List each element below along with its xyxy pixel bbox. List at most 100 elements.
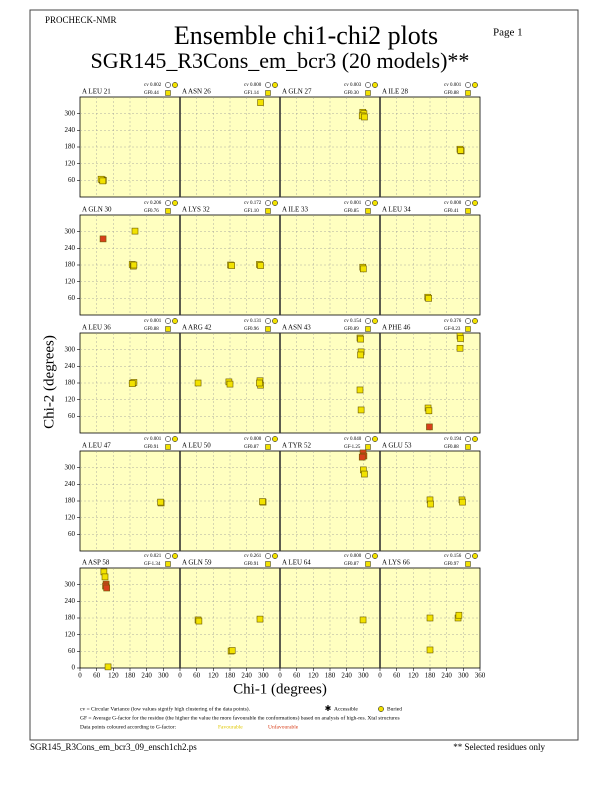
y-tick-label: 60 — [68, 530, 76, 538]
cv-value: 0.154 — [350, 319, 362, 324]
gf-icon — [365, 444, 371, 450]
gf-label: GF — [244, 91, 251, 96]
cv-value: 0.002 — [150, 83, 162, 88]
gf-icon — [465, 90, 471, 96]
data-point — [256, 379, 263, 387]
x-tick-label: 300 — [458, 672, 469, 680]
gf-value: 0.91 — [250, 562, 259, 567]
accessible-label: Accessible — [334, 706, 358, 712]
residue-label: A LEU 21 — [82, 88, 111, 96]
gf-label: GF — [144, 327, 151, 332]
x-tick-label: 0 — [78, 672, 82, 680]
x-tick-label: 60 — [93, 672, 101, 680]
accessible-icon: ✱ — [325, 704, 332, 713]
gf-label: GF — [244, 209, 251, 214]
y-tick-label: 300 — [65, 463, 76, 471]
cv-icon — [265, 553, 271, 559]
residue-label: A LEU 34 — [382, 206, 411, 214]
gf-value: 0.96 — [250, 327, 259, 332]
data-point — [228, 647, 236, 654]
gf-value: 0.41 — [450, 209, 459, 214]
gf-label: GF — [144, 562, 151, 567]
gf-label: GF — [444, 445, 451, 450]
gf-label: GF — [444, 91, 451, 96]
residue-label: A ASP 58 — [82, 559, 110, 567]
y-tick-label: 180 — [65, 614, 76, 622]
y-tick-label: 300 — [65, 227, 76, 235]
gf-icon — [465, 561, 471, 567]
residue-label: A ARG 42 — [182, 324, 212, 332]
footer-file: SGR145_R3Cons_em_bcr3_09_ensch1ch2.ps — [30, 742, 197, 752]
gf-icon — [265, 208, 271, 214]
gf-value: 0.87 — [250, 445, 259, 450]
buried-icon — [372, 200, 378, 206]
buried-icon — [272, 436, 278, 442]
cv-value: 0.000 — [250, 83, 262, 88]
y-tick-label: 180 — [65, 261, 76, 269]
y-tick-label: 240 — [65, 126, 76, 134]
x-tick-label: 240 — [241, 672, 252, 680]
cv-value: 0.206 — [150, 201, 162, 206]
gf-icon — [465, 208, 471, 214]
y-tick-label: 120 — [65, 159, 76, 167]
gf-label: GF — [244, 327, 251, 332]
y-tick-label: 300 — [65, 580, 76, 588]
x-tick-label: 360 — [475, 672, 486, 680]
y-tick-label: 180 — [65, 497, 76, 505]
gf-label: GF — [344, 445, 351, 450]
y-tick-label: 300 — [65, 345, 76, 353]
x-tick-label: 60 — [293, 672, 301, 680]
buried-icon — [172, 553, 178, 559]
gf-value: -1.34 — [150, 562, 161, 567]
x-tick-label: 120 — [408, 672, 419, 680]
y-tick-label: 120 — [65, 513, 76, 521]
buried-icon — [272, 82, 278, 88]
cv-icon — [265, 436, 271, 442]
buried-icon — [372, 318, 378, 324]
data-point — [426, 646, 434, 654]
x-tick-label: 240 — [441, 672, 452, 680]
cv-icon — [465, 553, 471, 559]
x-tick-label: 0 — [278, 672, 282, 680]
unfavourable-label: Unfavourable — [268, 723, 299, 730]
gf-icon — [165, 444, 171, 450]
buried-icon — [172, 318, 178, 324]
gf-icon — [265, 444, 271, 450]
data-point — [259, 498, 266, 505]
x-tick-label: 0 — [378, 672, 382, 680]
y-tick-label: 120 — [65, 277, 76, 285]
program-name: PROCHECK-NMR — [45, 15, 117, 25]
y-tick-label: 60 — [68, 412, 76, 420]
buried-icon — [372, 82, 378, 88]
data-point — [131, 227, 139, 235]
x-tick-label: 120 — [308, 672, 319, 680]
gf-value: 0.89 — [350, 327, 359, 332]
buried-icon — [472, 82, 478, 88]
cv-label: cv — [244, 83, 249, 88]
y-tick-label: 0 — [72, 664, 76, 672]
gf-icon — [165, 326, 171, 332]
data-point — [99, 235, 107, 243]
cv-label: cv — [144, 83, 149, 88]
data-point — [425, 295, 432, 302]
cv-icon — [365, 82, 371, 88]
buried-icon — [172, 436, 178, 442]
x-axis-label: Chi-1 (degrees) — [233, 681, 327, 697]
cv-label: cv — [344, 437, 349, 442]
cv-icon — [165, 553, 171, 559]
gf-label: GF — [244, 562, 251, 567]
cv-label: cv — [244, 201, 249, 206]
cv-label: cv — [144, 201, 149, 206]
y-tick-label: 120 — [65, 395, 76, 403]
x-tick-label: 240 — [141, 672, 152, 680]
gf-value: -1.25 — [350, 445, 361, 450]
cv-label: cv — [144, 554, 149, 559]
gf-icon — [165, 208, 171, 214]
gf-icon — [365, 90, 371, 96]
y-tick-label: 60 — [68, 176, 76, 184]
buried-label: Buried — [387, 706, 402, 712]
cv-label: cv — [444, 437, 449, 442]
cv-label: cv — [444, 83, 449, 88]
cv-label: cv — [344, 554, 349, 559]
